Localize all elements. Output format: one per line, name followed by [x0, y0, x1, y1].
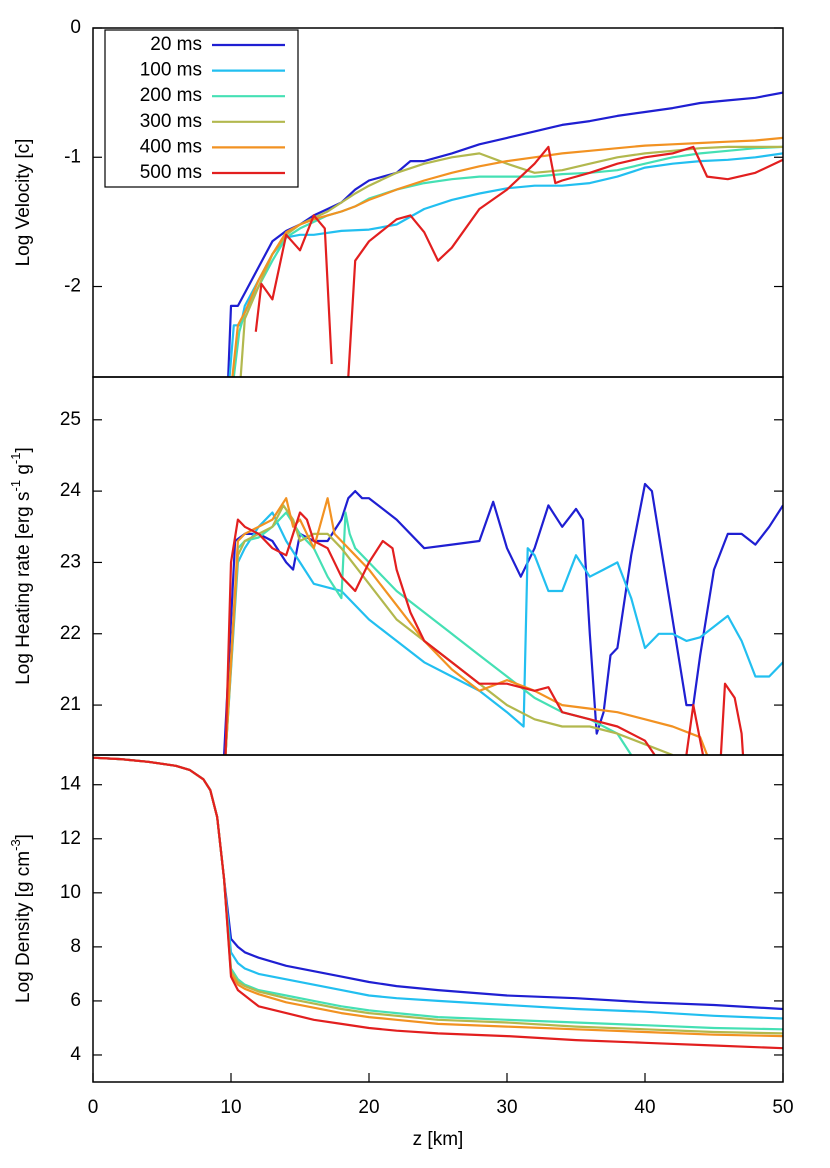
- plot-lines: [93, 756, 783, 1050]
- legend-box: [104, 29, 299, 188]
- y-tick-label: 24: [60, 480, 82, 501]
- plot-lines: [227, 91, 783, 377]
- plot-frame: [92, 376, 784, 756]
- y-axis-label: Log Density [g cm-3]: [8, 834, 34, 1003]
- y-axis-label-part: -1: [8, 480, 23, 492]
- y-tick-label: -1: [64, 146, 81, 167]
- series-line: [93, 756, 783, 1031]
- series-line: [254, 145, 783, 377]
- legend-label: 200 ms: [140, 85, 202, 106]
- y-axis-label-part: -1: [8, 453, 23, 465]
- y-tick-label: 14: [60, 774, 82, 795]
- legend-label: 20 ms: [150, 34, 202, 55]
- y-tick-label: 10: [60, 882, 81, 903]
- y-axis-label: Log Velocity [c]: [13, 139, 34, 267]
- y-tick-label: -2: [64, 276, 81, 297]
- series-line: [224, 497, 709, 755]
- series-line: [227, 91, 783, 377]
- series-line: [232, 145, 783, 377]
- y-axis-label-part: g: [13, 464, 34, 480]
- series-line: [224, 511, 633, 755]
- series-line: [228, 152, 783, 377]
- y-axis-label-part: -3: [8, 839, 23, 851]
- y-axis-label: Log Heating rate [erg s-1 g-1]: [8, 447, 34, 685]
- series-line: [239, 145, 783, 377]
- y-tick-label: 6: [70, 990, 81, 1011]
- y-tick-label: 21: [60, 694, 81, 715]
- series-line: [224, 511, 783, 755]
- y-tick-label: 23: [60, 551, 81, 572]
- y-axis-label-part: ]: [13, 447, 34, 452]
- x-axis-label: z [km]: [413, 1129, 464, 1150]
- y-tick-label: 12: [60, 828, 81, 849]
- x-tick-label: 30: [496, 1097, 517, 1118]
- legend-label: 100 ms: [140, 60, 202, 81]
- y-tick-label: 8: [70, 936, 81, 957]
- series-line: [93, 756, 783, 1020]
- series-line: [93, 756, 783, 1050]
- y-tick-label: 22: [60, 623, 81, 644]
- x-tick-label: 20: [358, 1097, 379, 1118]
- series-line: [93, 756, 783, 1038]
- series-line: [93, 756, 783, 1035]
- legend-label: 300 ms: [140, 111, 202, 132]
- y-axis-label-part: Log Density [g cm: [13, 851, 34, 1003]
- legend-label: 400 ms: [140, 136, 202, 157]
- legend-label: 500 ms: [140, 162, 202, 183]
- plot-frame: [92, 754, 784, 1083]
- series-line: [93, 756, 783, 1011]
- x-tick-label: 40: [634, 1097, 655, 1118]
- x-tick-label: 10: [220, 1097, 241, 1118]
- series-line: [224, 511, 745, 755]
- x-tick-label: 50: [772, 1097, 793, 1118]
- y-tick-label: 0: [70, 17, 81, 38]
- y-tick-label: 25: [60, 409, 81, 430]
- y-axis-label-part: Log Heating rate [erg s: [13, 491, 34, 684]
- y-axis-label-part: ]: [13, 834, 34, 839]
- y-tick-label: 4: [70, 1044, 81, 1065]
- x-tick-label: 0: [88, 1097, 99, 1118]
- series-line: [231, 136, 783, 377]
- series-line: [224, 504, 673, 755]
- plot-lines: [223, 482, 783, 755]
